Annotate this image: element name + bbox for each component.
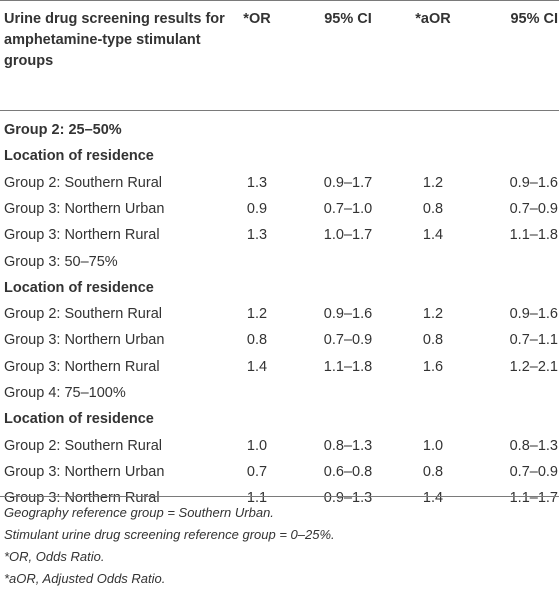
- row-label: Group 3: Northern Urban: [4, 200, 165, 217]
- footnote: *aOR, Adjusted Odds Ratio.: [4, 571, 166, 586]
- bottom-rule: [0, 496, 559, 497]
- cell-aor: 0.8: [422, 200, 444, 217]
- cell-ci: 0.9–1.6: [323, 306, 373, 323]
- footnote: Stimulant urine drug screening reference…: [4, 527, 335, 542]
- table-row: Location of residence: [0, 143, 559, 169]
- cell-or: 0.9: [246, 200, 268, 217]
- cell-ci: 0.9–1.3: [323, 490, 373, 507]
- cell-aor: 0.8: [422, 463, 444, 480]
- cell-or: 0.7: [246, 463, 268, 480]
- cell-or: 1.1: [246, 490, 268, 507]
- table-row: Group 3: Northern Urban 0.8 0.7–0.9 0.8 0.7–…: [0, 327, 559, 353]
- cell-ci: 1.0–1.7: [323, 227, 373, 244]
- table-row: Group 4: 75–100%: [0, 380, 559, 406]
- cell-aci: 0.7–0.9: [509, 200, 558, 217]
- row-label: Group 2: Southern Rural: [4, 306, 162, 323]
- cell-or: 1.3: [246, 227, 268, 244]
- cell-aor: 1.0: [422, 437, 444, 454]
- row-label: Group 3: Northern Rural: [4, 358, 160, 375]
- row-label: Location of residence: [4, 148, 154, 165]
- row-label: Group 3: Northern Rural: [4, 490, 160, 507]
- table-footnotes: Geography reference group = Southern Urb…: [4, 502, 554, 590]
- cell-ci: 0.6–0.8: [323, 463, 373, 480]
- table-row: Location of residence: [0, 275, 559, 301]
- header-col-label: Urine drug screening results for ampheta…: [4, 11, 225, 69]
- cell-aor: 1.2: [422, 174, 444, 191]
- header-col-ci: 95% CI: [324, 11, 372, 27]
- row-label: Location of residence: [4, 411, 154, 428]
- cell-or: 1.3: [246, 174, 268, 191]
- cell-ci: 0.7–1.0: [323, 200, 373, 217]
- table-row: Group 2: 25–50%: [0, 117, 559, 143]
- cell-ci: 0.7–0.9: [323, 332, 373, 349]
- table-row: Location of residence: [0, 406, 559, 432]
- cell-aci: 1.1–1.7: [509, 490, 558, 507]
- footnote: *OR, Odds Ratio.: [4, 549, 105, 564]
- cell-or: 1.0: [246, 437, 268, 454]
- cell-aor: 1.4: [422, 490, 444, 507]
- row-label: Group 3: Northern Urban: [4, 463, 165, 480]
- row-label: Group 4: 75–100%: [4, 385, 126, 401]
- cell-aci: 0.9–1.6: [509, 306, 558, 323]
- row-label: Location of residence: [4, 279, 154, 296]
- row-label: Group 2: 25–50%: [4, 122, 122, 138]
- header-col-or: *OR: [243, 11, 271, 27]
- cell-aor: 1.6: [422, 358, 444, 375]
- header-rule: [0, 110, 559, 111]
- cell-ci: 0.9–1.7: [323, 174, 373, 191]
- table-row: Group 2: Southern Rural 1.0 0.8–1.3 1.0 0.8–…: [0, 433, 559, 459]
- cell-or: 0.8: [246, 332, 268, 349]
- table-row: Group 3: Northern Urban 0.7 0.6–0.8 0.8 0.7–…: [0, 459, 559, 485]
- cell-aci: 1.2–2.1: [509, 358, 558, 375]
- cell-ci: 0.8–1.3: [323, 437, 373, 454]
- cell-aor: 1.2: [422, 306, 444, 323]
- header-col-aor: *aOR: [415, 11, 451, 27]
- table-row: Group 3: Northern Rural 1.1 0.9–1.3 1.4 1.1–…: [0, 485, 559, 511]
- table-row: Group 3: Northern Rural 1.4 1.1–1.8 1.6 1.2–…: [0, 354, 559, 380]
- cell-aci: 0.8–1.3: [509, 437, 558, 454]
- cell-aci: 0.7–1.1: [509, 332, 558, 349]
- row-label: Group 2: Southern Rural: [4, 437, 162, 454]
- top-rule: [0, 0, 559, 1]
- cell-aci: 0.9–1.6: [509, 174, 558, 191]
- cell-or: 1.4: [246, 358, 268, 375]
- table-row: Group 3: Northern Urban 0.9 0.7–1.0 0.8 0.7–…: [0, 196, 559, 222]
- cell-aor: 0.8: [422, 332, 444, 349]
- cell-aci: 0.7–0.9: [509, 463, 558, 480]
- footnote: Geography reference group = Southern Urb…: [4, 505, 274, 520]
- cell-aor: 1.4: [422, 227, 444, 244]
- row-label: Group 3: 50–75%: [4, 253, 118, 270]
- row-label: Group 3: Northern Rural: [4, 227, 160, 244]
- cell-or: 1.2: [246, 306, 268, 323]
- table-row: Group 3: 50–75%: [0, 249, 559, 275]
- row-label: Group 2: Southern Rural: [4, 174, 162, 191]
- table-row: Group 2: Southern Rural 1.3 0.9–1.7 1.2 0.9–…: [0, 170, 559, 196]
- cell-aci: 1.1–1.8: [509, 227, 558, 244]
- header-col-aci: 95% CI: [510, 11, 558, 27]
- table-row: Group 3: Northern Rural 1.3 1.0–1.7 1.4 1.1–…: [0, 222, 559, 248]
- table-row: Group 2: Southern Rural 1.2 0.9–1.6 1.2 0.9–…: [0, 301, 559, 327]
- row-label: Group 3: Northern Urban: [4, 332, 165, 349]
- cell-ci: 1.1–1.8: [323, 358, 373, 375]
